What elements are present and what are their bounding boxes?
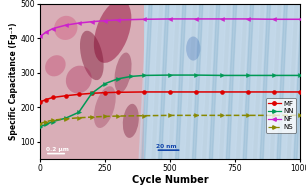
Text: 20 nm: 20 nm — [156, 144, 177, 149]
X-axis label: Cycle Number: Cycle Number — [132, 175, 208, 185]
Ellipse shape — [186, 36, 200, 61]
Ellipse shape — [94, 86, 116, 128]
Ellipse shape — [114, 53, 132, 93]
Text: 0.2 μm: 0.2 μm — [46, 147, 68, 152]
Bar — [144, 4, 300, 159]
Ellipse shape — [66, 66, 92, 93]
Bar — [40, 4, 144, 159]
Ellipse shape — [54, 16, 77, 40]
Ellipse shape — [94, 0, 131, 63]
Y-axis label: Specific Capacitance (Fg⁻¹): Specific Capacitance (Fg⁻¹) — [9, 22, 17, 140]
Legend: MF, NN, NF, NS: MF, NN, NF, NS — [266, 98, 297, 132]
Ellipse shape — [123, 104, 139, 138]
Ellipse shape — [45, 55, 65, 76]
Ellipse shape — [80, 31, 104, 80]
